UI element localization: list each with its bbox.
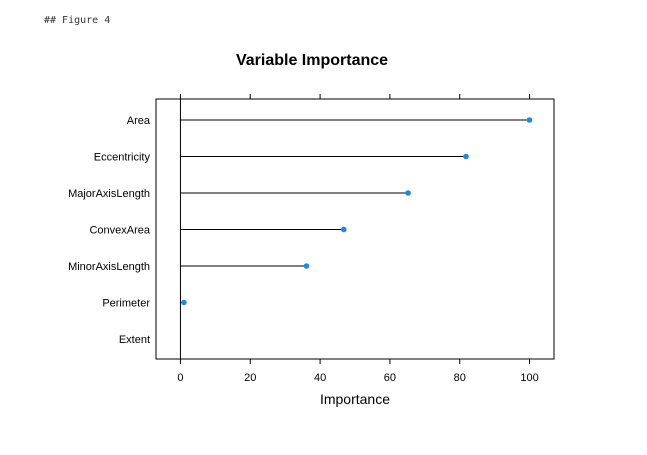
importance-point: [341, 226, 347, 233]
category-label: Area: [127, 115, 151, 127]
category-label: Perimeter: [102, 298, 150, 310]
x-tick-label: 80: [454, 372, 466, 384]
category-label: Extent: [119, 334, 150, 346]
category-label: MinorAxisLength: [68, 261, 150, 273]
x-tick-label: 100: [520, 372, 538, 384]
plot-frame: [155, 98, 555, 360]
x-tick-label: 40: [314, 372, 326, 384]
plot-marks: Area Eccentricity MajorAxisLength ConvexAre…: [68, 99, 533, 359]
importance-point: [303, 263, 310, 269]
importance-point: [463, 153, 469, 160]
importance-point: [181, 299, 187, 306]
x-tick-label: 20: [244, 372, 256, 384]
importance-point: [405, 190, 411, 196]
chart-title: Variable Importance: [236, 52, 388, 69]
x-axis-label: Importance: [320, 391, 390, 407]
category-label: MajorAxisLength: [68, 188, 150, 200]
category-label: ConvexArea: [89, 225, 150, 237]
x-axis: 0 20 40 60 80 100: [177, 94, 539, 384]
figure-heading: ## Figure 4: [44, 15, 111, 26]
category-label: Eccentricity: [94, 152, 151, 164]
importance-point: [526, 117, 533, 123]
x-tick-label: 0: [177, 372, 183, 384]
x-tick-label: 60: [384, 372, 396, 384]
